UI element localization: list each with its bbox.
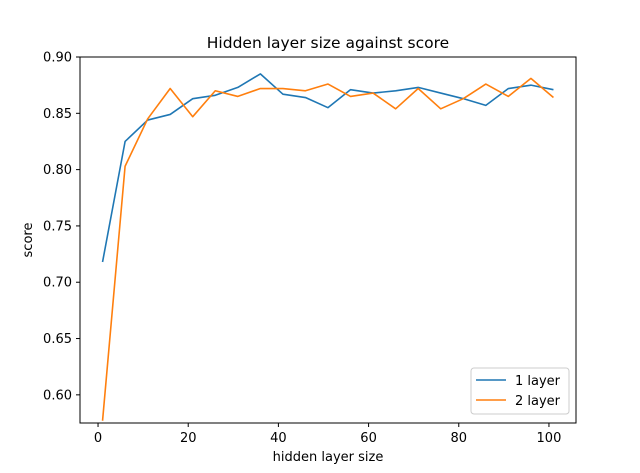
y-tick-label: 0.65 [43, 332, 72, 347]
x-tick-label: 40 [270, 431, 287, 446]
x-axis-title: hidden layer size [273, 450, 384, 465]
y-axis-title: score [21, 223, 36, 258]
y-tick-label: 0.80 [43, 163, 72, 178]
y-tick-label: 0.85 [43, 107, 72, 122]
x-tick-label: 80 [450, 431, 467, 446]
y-tick-label: 0.60 [43, 388, 72, 403]
plot-frame [79, 56, 577, 424]
y-tick-label: 0.90 [43, 51, 72, 66]
x-tick-label: 60 [360, 431, 377, 446]
y-tick-label: 0.70 [43, 276, 72, 291]
series-layer [101, 73, 554, 421]
x-tick-label: 0 [94, 431, 102, 446]
legend-label-2-layer: 2 layer [515, 394, 561, 409]
series-line-1-layer [101, 73, 554, 263]
x-axis: 0 20 40 60 80 100 [94, 423, 561, 446]
y-tick-label: 0.75 [43, 219, 72, 234]
x-tick-label: 100 [537, 431, 562, 446]
legend: 1 layer 2 layer [470, 367, 570, 415]
y-axis: 0.60 0.65 0.70 0.75 0.80 0.85 0.90 [43, 51, 80, 403]
x-tick-label: 20 [180, 431, 197, 446]
legend-label-1-layer: 1 layer [515, 374, 561, 389]
chart-title: Hidden layer size against score [207, 34, 449, 52]
series-line-2-layer [101, 77, 554, 421]
